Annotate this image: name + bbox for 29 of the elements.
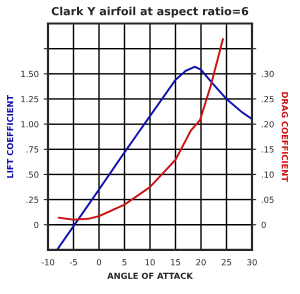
x-axis-title: ANGLE OF ATTACK [107, 272, 194, 279]
y2-tick-label: .15 [262, 146, 274, 153]
y2-axis-title: DRAG COEFFICIENT [282, 92, 288, 182]
y-tick-label: 0 [34, 222, 38, 228]
x-tick-label: 20 [196, 259, 206, 266]
y2-tick-label: .30 [262, 70, 274, 78]
y-tick-label: 1.25 [21, 96, 38, 102]
y2-tick-label: 0 [262, 222, 266, 228]
x-tick-label: 10 [146, 259, 155, 266]
line-series [58, 38, 224, 221]
y2-tick-label: .05 [262, 196, 274, 203]
y-tick-label: 1.50 [21, 70, 38, 78]
line-series [56, 66, 252, 250]
y2-tick-label: .25 [262, 96, 274, 102]
x-tick-label: -5 [70, 259, 77, 266]
x-tick-label: 0 [96, 259, 102, 266]
x-tick-label: 15 [171, 259, 180, 266]
y-tick-label: .50 [26, 171, 38, 178]
x-tick-label: 30 [247, 259, 257, 266]
y-tick-label: .25 [26, 196, 38, 203]
y2-tick-label: .10 [262, 171, 274, 178]
x-tick-label: 5 [122, 259, 126, 266]
y-axis-title: LIFT COEFFICIENT [6, 94, 14, 178]
chart-title: Clark Y airfoil at aspect ratio=6 [52, 6, 248, 18]
x-tick-label: -10 [42, 259, 54, 266]
y-tick-label: 1.00 [21, 121, 38, 128]
y2-tick-label: .20 [262, 121, 274, 128]
y-tick-label: .75 [26, 146, 38, 153]
x-tick-label: 25 [222, 259, 232, 266]
